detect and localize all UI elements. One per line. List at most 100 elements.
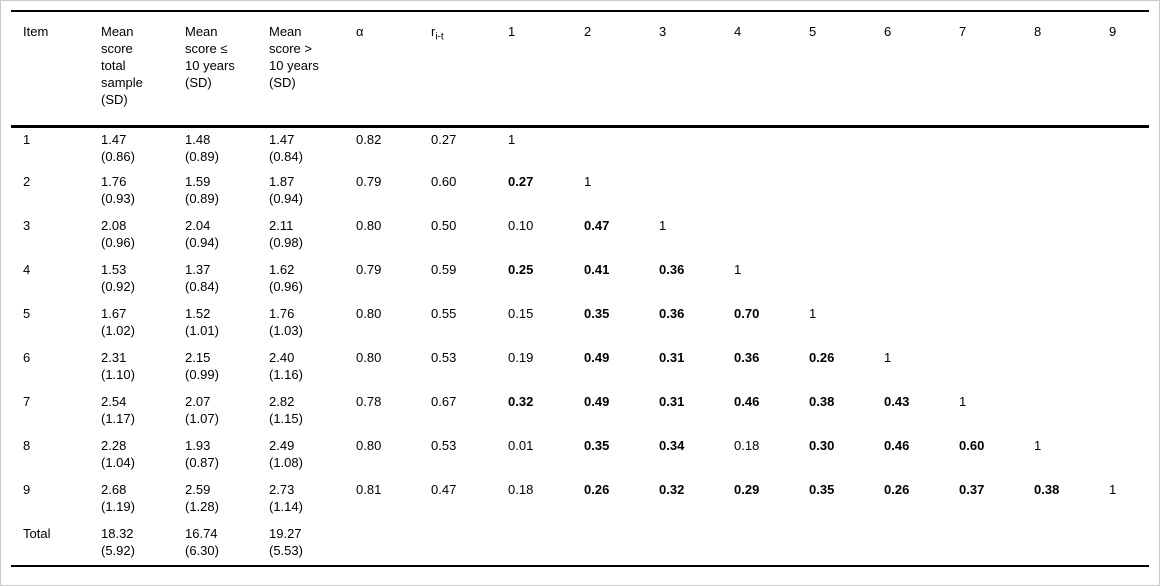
cell-mean-le-10-years: 2.15 (0.99) [185, 346, 269, 390]
cell-alpha: 0.79 [356, 174, 382, 189]
cell-alpha: 0.82 [356, 131, 382, 147]
cell-alpha: 0.80 [356, 350, 382, 365]
sd-value: (1.07) [185, 411, 219, 426]
col-header-corr-4: 4 [734, 24, 742, 39]
corr-value: 0.38 [809, 394, 835, 409]
sd-value: (0.94) [185, 235, 219, 250]
sd-value: (1.02) [101, 323, 135, 338]
cell-corr-3 [659, 170, 734, 214]
col-header-corr-6: 6 [884, 24, 892, 39]
cell-item-total-correlation: 0.27 [431, 131, 457, 147]
cell-corr-1: 0.32 [508, 390, 584, 434]
cell-corr-3: 0.36 [659, 258, 734, 302]
corr-value: 0.26 [584, 482, 610, 497]
cell-mean-le-10-years: 1.48 (0.89) [185, 126, 269, 170]
cell-corr-8 [1034, 346, 1109, 390]
corr-value: 0.29 [734, 482, 760, 497]
table-header-row: Item Mean score total sample (SD) Mean s… [11, 11, 1149, 126]
cell-mean-total-sample: 1.47 (0.86) [101, 126, 185, 170]
corr-value: 0.32 [508, 394, 534, 409]
cell-corr-7 [959, 302, 1034, 346]
cell-mean-gt-10-years: 1.87 (0.94) [269, 170, 356, 214]
corr-value: 0.49 [584, 394, 610, 409]
corr-value: 0.35 [809, 482, 835, 497]
cell-corr-9 [1109, 214, 1149, 258]
cell-mean-total-sample: 1.76 (0.93) [101, 170, 185, 214]
cell-alpha: 0.80 [356, 438, 382, 453]
corr-value: 0.36 [659, 306, 685, 321]
table-row-9: 9 2.68 (1.19) 2.59 (1.28) 2.73 (1.14) 0.81 0.47 0… [11, 478, 1149, 522]
cell-mean-gt-10-years: 2.73 (1.14) [269, 478, 356, 522]
r-symbol: r [431, 24, 436, 39]
cell-item-total-correlation: 0.53 [431, 350, 457, 365]
mean-value: 18.32 [101, 526, 134, 541]
corr-value: 0.37 [959, 482, 985, 497]
cell-alpha [356, 522, 431, 566]
cell-corr-7: 0.60 [959, 434, 1034, 478]
cell-item-total-correlation: 0.67 [431, 394, 457, 409]
corr-value: 1 [884, 350, 892, 365]
sd-value: (1.17) [101, 411, 135, 426]
cell-corr-1: 0.18 [508, 478, 584, 522]
cell-mean-total-sample: 2.28 (1.04) [101, 434, 185, 478]
mean-value: 2.49 [269, 438, 295, 453]
cell-corr-3: 0.34 [659, 434, 734, 478]
cell-corr-2: 0.41 [584, 258, 659, 302]
cell-corr-7 [959, 170, 1034, 214]
cell-item: 6 [23, 350, 31, 365]
table-row-3: 3 2.08 (0.96) 2.04 (0.94) 2.11 (0.98) 0.80 0.50 0… [11, 214, 1149, 258]
corr-value: 0.38 [1034, 482, 1060, 497]
corr-value: 0.26 [809, 350, 835, 365]
cell-mean-gt-10-years: 2.82 (1.15) [269, 390, 356, 434]
cell-corr-1 [508, 522, 584, 566]
corr-value: 1 [809, 306, 817, 321]
cell-corr-8 [1034, 258, 1109, 302]
cell-corr-3 [659, 522, 734, 566]
mean-value: 2.82 [269, 394, 295, 409]
sd-value: (1.04) [101, 455, 135, 470]
corr-value: 0.46 [734, 394, 760, 409]
cell-mean-total-sample: 2.68 (1.19) [101, 478, 185, 522]
cell-corr-4: 1 [734, 258, 809, 302]
col-header-mean-gt-10-years: Mean score > 10 years (SD) [269, 24, 319, 90]
table-row-5: 5 1.67 (1.02) 1.52 (1.01) 1.76 (1.03) 0.80 0.55 0… [11, 302, 1149, 346]
sd-value: (0.93) [101, 191, 135, 206]
cell-corr-7: 1 [959, 390, 1034, 434]
corr-value: 0.47 [584, 218, 610, 233]
cell-alpha: 0.78 [356, 394, 382, 409]
cell-mean-total-sample: 2.54 (1.17) [101, 390, 185, 434]
mean-value: 1.67 [101, 306, 127, 321]
cell-mean-gt-10-years: 1.76 (1.03) [269, 302, 356, 346]
col-header-corr-3: 3 [659, 24, 667, 39]
col-header-corr-9: 9 [1109, 24, 1117, 39]
cell-corr-9 [1109, 390, 1149, 434]
cell-corr-2: 1 [584, 170, 659, 214]
cell-corr-8: 1 [1034, 434, 1109, 478]
mean-value: 1.37 [185, 262, 211, 277]
cell-item: 5 [23, 306, 31, 321]
cell-alpha: 0.79 [356, 262, 382, 277]
cell-alpha: 0.80 [356, 218, 382, 233]
sd-value: (0.96) [101, 235, 135, 250]
corr-value: 0.49 [584, 350, 610, 365]
cell-corr-4: 0.46 [734, 390, 809, 434]
sd-value: (6.30) [185, 543, 219, 558]
corr-value: 0.43 [884, 394, 910, 409]
cell-corr-4 [734, 170, 809, 214]
cell-item: Total [23, 526, 51, 541]
mean-value: 2.40 [269, 350, 295, 365]
corr-value: 1 [959, 394, 967, 409]
table-row-8: 8 2.28 (1.04) 1.93 (0.87) 2.49 (1.08) 0.80 0.53 0… [11, 434, 1149, 478]
sd-value: (5.53) [269, 543, 303, 558]
cell-item: 7 [23, 394, 31, 409]
cell-corr-1: 0.01 [508, 434, 584, 478]
corr-value: 1 [659, 218, 667, 233]
cell-mean-gt-10-years: 2.11 (0.98) [269, 214, 356, 258]
cell-corr-2: 0.49 [584, 346, 659, 390]
table-row-7: 7 2.54 (1.17) 2.07 (1.07) 2.82 (1.15) 0.78 0.67 0… [11, 390, 1149, 434]
cell-mean-total-sample: 1.53 (0.92) [101, 258, 185, 302]
cell-corr-6 [884, 258, 959, 302]
cell-item-total-correlation: 0.55 [431, 306, 457, 321]
mean-value: 1.48 [185, 131, 211, 147]
